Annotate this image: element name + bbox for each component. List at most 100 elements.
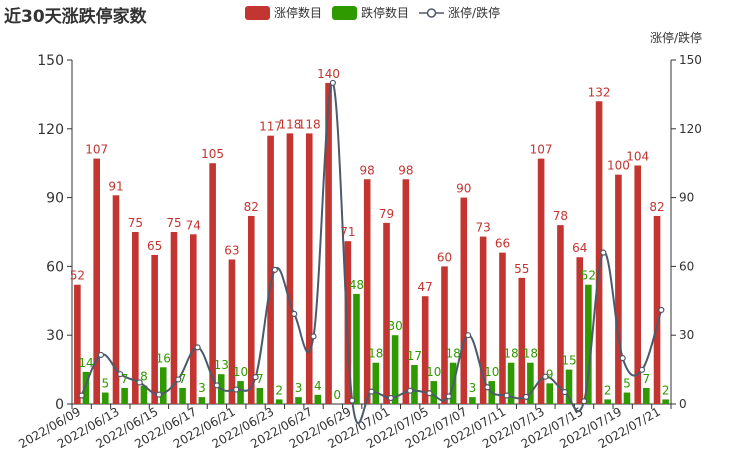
bar-down-label: 10 bbox=[233, 365, 248, 379]
bar-down bbox=[256, 387, 264, 404]
legend-item-ratio[interactable]: 涨停/跌停 bbox=[419, 4, 500, 21]
bar-down bbox=[121, 387, 128, 404]
legend-item-up[interactable]: 涨停数目 bbox=[245, 4, 322, 21]
bar-down bbox=[391, 335, 399, 404]
bar-down-label: 0 bbox=[333, 388, 341, 402]
ratio-point bbox=[368, 388, 375, 395]
bar-down bbox=[353, 293, 360, 404]
legend-label-ratio: 涨停/跌停 bbox=[448, 6, 501, 20]
legend-swatch-down bbox=[332, 5, 358, 20]
bar-up bbox=[112, 195, 120, 404]
bar-down-label: 10 bbox=[426, 365, 441, 379]
bar-up-label: 47 bbox=[418, 280, 433, 294]
ratio-point bbox=[638, 366, 646, 373]
bar-up-label: 91 bbox=[108, 179, 123, 193]
bar-up bbox=[363, 179, 371, 404]
bar-down bbox=[314, 394, 322, 404]
ratio-point bbox=[426, 390, 433, 397]
bar-down bbox=[179, 387, 186, 404]
y2-axis-label: 涨停/跌停 bbox=[650, 30, 702, 45]
bar-up-label: 117 bbox=[259, 120, 282, 134]
bar-down bbox=[469, 397, 476, 404]
ratio-point bbox=[136, 379, 143, 386]
ratio-point bbox=[619, 355, 626, 362]
bar-down bbox=[237, 381, 244, 404]
bar-down-label: 2 bbox=[662, 383, 670, 397]
bar-up-label: 75 bbox=[166, 216, 181, 230]
bar-up bbox=[325, 82, 332, 404]
bar-down-label: 52 bbox=[581, 269, 596, 283]
bar-up-label: 71 bbox=[340, 225, 355, 239]
legend-swatch-up bbox=[245, 5, 270, 20]
bar-up-label: 104 bbox=[626, 149, 649, 163]
ratio-point bbox=[600, 249, 607, 256]
bar-up-label: 98 bbox=[360, 163, 375, 177]
y-tick-label-left: 60 bbox=[46, 259, 64, 275]
bar-up-label: 90 bbox=[456, 182, 471, 196]
bar-up bbox=[228, 259, 236, 404]
bar-up-label: 98 bbox=[398, 163, 413, 177]
ratio-point bbox=[522, 393, 530, 400]
bar-down-label: 7 bbox=[121, 372, 129, 386]
ratio-point bbox=[484, 384, 491, 391]
bar-down-label: 5 bbox=[101, 377, 109, 391]
bar-up bbox=[653, 215, 661, 404]
y-tick-label-right: 30 bbox=[679, 328, 694, 342]
bar-up bbox=[595, 101, 603, 404]
bar-up bbox=[557, 225, 564, 404]
bar-down-label: 7 bbox=[256, 372, 264, 386]
ratio-point bbox=[542, 373, 549, 380]
ratio-point bbox=[445, 393, 452, 400]
bar-up-label: 82 bbox=[244, 200, 259, 214]
ratio-point bbox=[310, 333, 317, 340]
bar-up-label: 63 bbox=[224, 244, 239, 258]
bar-up bbox=[305, 133, 313, 405]
bar-down-label: 13 bbox=[214, 358, 229, 372]
bar-up bbox=[151, 254, 158, 404]
bar-down-label: 7 bbox=[642, 372, 650, 386]
bar-down bbox=[604, 399, 611, 404]
bar-down-label: 18 bbox=[368, 347, 383, 361]
ratio-point bbox=[291, 310, 298, 317]
legend-item-down[interactable]: 跌停数目 bbox=[332, 4, 409, 21]
bar-down-label: 30 bbox=[387, 319, 402, 333]
y-tick-label-right: 150 bbox=[679, 53, 702, 67]
bar-up-label: 140 bbox=[317, 67, 340, 81]
bar-up-label: 82 bbox=[649, 200, 664, 214]
bar-up-label: 64 bbox=[572, 241, 587, 255]
bar-down bbox=[101, 392, 109, 404]
bar-up bbox=[189, 234, 197, 404]
bar-down bbox=[295, 397, 302, 404]
bar-down-label: 7 bbox=[179, 372, 187, 386]
bar-down bbox=[82, 371, 90, 404]
bar-up bbox=[383, 222, 390, 404]
ratio-line-path bbox=[80, 81, 663, 425]
legend-line-icon bbox=[419, 7, 445, 18]
bar-up-label: 107 bbox=[85, 143, 108, 157]
bar-down bbox=[585, 284, 592, 404]
bar-down-label: 5 bbox=[623, 377, 631, 391]
bar-down bbox=[662, 399, 669, 404]
bar-up bbox=[267, 135, 274, 404]
bar-up-label: 55 bbox=[514, 262, 529, 276]
y-tick-label-right: 60 bbox=[679, 259, 694, 273]
y-tick-label-right: 120 bbox=[679, 122, 702, 136]
bar-down bbox=[623, 392, 631, 404]
bar-up bbox=[421, 296, 429, 404]
bar-down bbox=[159, 367, 167, 404]
y-tick-label-left: 120 bbox=[37, 122, 64, 138]
ratio-line bbox=[78, 79, 665, 425]
bar-down-label: 2 bbox=[604, 383, 612, 397]
bar-up-label: 118 bbox=[278, 117, 301, 131]
bar-down-label: 9 bbox=[546, 367, 554, 381]
bar-down bbox=[565, 369, 573, 404]
bar-up bbox=[460, 197, 468, 404]
ratio-point bbox=[271, 266, 278, 273]
ratio-point bbox=[580, 398, 588, 405]
bar-down bbox=[527, 362, 534, 404]
bar-down bbox=[507, 362, 515, 404]
bar-down-label: 17 bbox=[407, 349, 422, 363]
bar-up-label: 78 bbox=[553, 209, 568, 223]
